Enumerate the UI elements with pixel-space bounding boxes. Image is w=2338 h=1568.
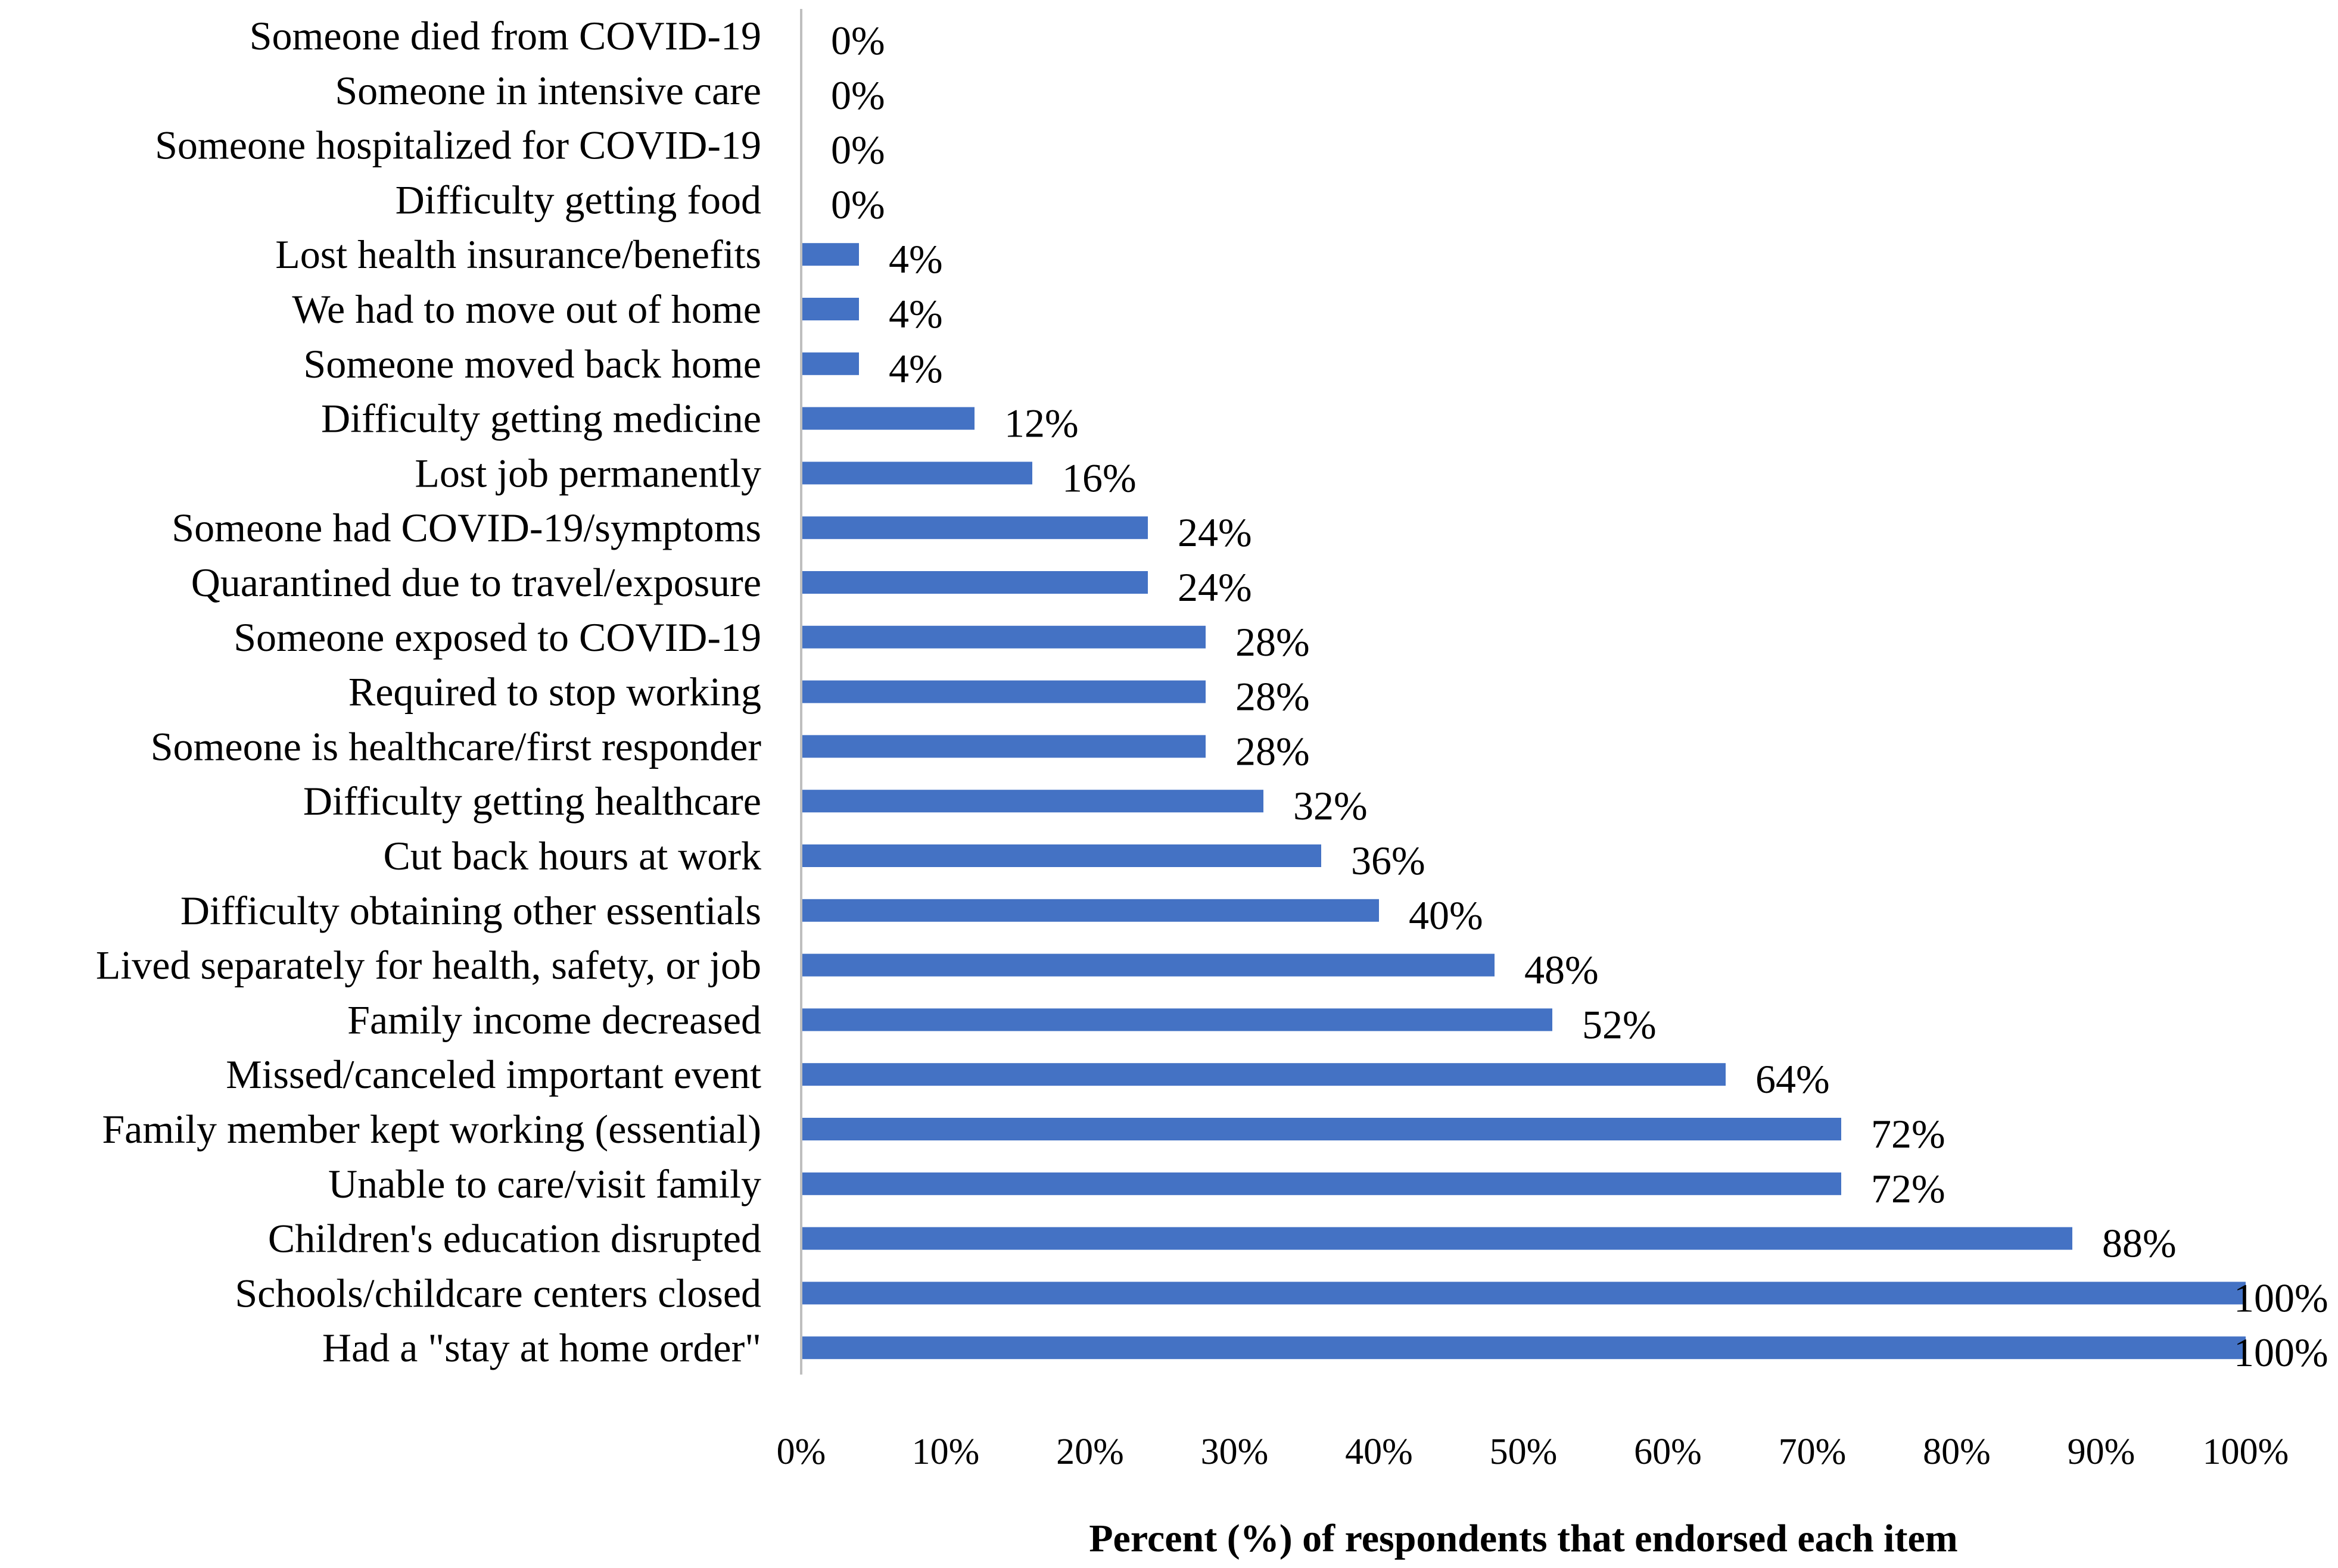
bar-17	[801, 899, 1379, 922]
x-tick-label: 70%	[1779, 1432, 1847, 1472]
category-label: Quarantined due to travel/exposure	[191, 560, 761, 605]
bar-7	[801, 352, 859, 375]
value-label: 64%	[1755, 1056, 1830, 1102]
category-labels: Someone died from COVID-19 Someone in int…	[96, 13, 762, 1370]
bar-16	[801, 844, 1321, 867]
bar-14	[801, 735, 1206, 758]
bar-8	[801, 407, 975, 430]
bar-19	[801, 1008, 1552, 1031]
value-label: 0%	[831, 18, 885, 63]
value-label: 28%	[1235, 728, 1310, 774]
bar-9	[801, 462, 1032, 485]
x-tick-label: 100%	[2203, 1432, 2289, 1472]
x-tick-label: 50%	[1490, 1432, 1558, 1472]
bar-10	[801, 516, 1148, 540]
x-axis-ticks: 0% 10% 20% 30% 40% 50% 60% 70% 80% 90% 100%	[777, 1432, 2289, 1472]
bar-5	[801, 243, 859, 266]
bar-13	[801, 680, 1206, 703]
value-label: 100%	[2234, 1330, 2328, 1375]
value-labels: 0%0%0%0%4%4%4%12%16%24%24%28%28%28%32%36…	[831, 18, 2328, 1375]
category-label: Lived separately for health, safety, or …	[96, 943, 761, 988]
value-label: 4%	[889, 346, 943, 391]
category-label: Family member kept working (essential)	[102, 1106, 761, 1152]
category-label: Had a "stay at home order"	[322, 1325, 761, 1370]
category-label: Family income decreased	[347, 997, 761, 1042]
value-label: 48%	[1524, 947, 1599, 993]
value-label: 88%	[2102, 1221, 2177, 1266]
value-label: 40%	[1409, 893, 1483, 938]
x-tick-label: 20%	[1056, 1432, 1124, 1472]
value-label: 4%	[889, 236, 943, 282]
category-label: Someone in intensive care	[335, 68, 761, 113]
category-label: Difficulty getting healthcare	[303, 778, 761, 824]
value-label: 12%	[1004, 401, 1079, 446]
value-label: 28%	[1235, 619, 1310, 665]
bar-18	[801, 953, 1495, 977]
value-label: 16%	[1062, 455, 1137, 500]
category-label: Required to stop working	[348, 669, 761, 715]
bar-23	[801, 1227, 2072, 1250]
category-label: Someone died from COVID-19	[250, 13, 761, 58]
x-tick-label: 40%	[1345, 1432, 1413, 1472]
category-label: Difficulty getting food	[396, 177, 761, 222]
category-label: Children's education disrupted	[268, 1216, 761, 1261]
bar-22	[801, 1172, 1841, 1195]
bar-15	[801, 790, 1263, 813]
x-tick-label: 60%	[1634, 1432, 1702, 1472]
value-label: 52%	[1582, 1002, 1657, 1047]
value-label: 0%	[831, 182, 885, 227]
value-label: 72%	[1871, 1111, 1945, 1156]
bars-layer	[801, 243, 2246, 1360]
value-label: 100%	[2234, 1275, 2328, 1320]
category-label: Schools/childcare centers closed	[235, 1270, 761, 1316]
category-label: Missed/canceled important event	[226, 1052, 761, 1097]
value-label: 0%	[831, 73, 885, 118]
x-tick-label: 90%	[2068, 1432, 2135, 1472]
category-label: Lost health insurance/benefits	[275, 232, 761, 277]
bar-12	[801, 625, 1206, 649]
category-label: Someone had COVID-19/symptoms	[172, 505, 761, 550]
value-label: 32%	[1293, 783, 1368, 828]
category-label: Someone hospitalized for COVID-19	[155, 123, 761, 168]
bar-11	[801, 571, 1148, 594]
category-label: Difficulty obtaining other essentials	[180, 888, 761, 933]
bar-20	[801, 1063, 1726, 1086]
category-label: Unable to care/visit family	[328, 1161, 761, 1207]
bar-24	[801, 1282, 2246, 1305]
value-label: 24%	[1178, 510, 1252, 555]
x-tick-label: 30%	[1201, 1432, 1269, 1472]
x-tick-label: 0%	[777, 1432, 826, 1472]
category-label: Cut back hours at work	[383, 833, 761, 878]
x-tick-label: 80%	[1923, 1432, 1991, 1472]
value-label: 36%	[1351, 838, 1425, 883]
value-label: 4%	[889, 291, 943, 336]
category-label: Someone is healthcare/first responder	[151, 724, 762, 769]
category-label: Difficulty getting medicine	[321, 396, 761, 441]
bar-21	[801, 1118, 1841, 1140]
category-label: Lost job permanently	[415, 450, 761, 495]
bar-6	[801, 298, 859, 320]
value-label: 24%	[1178, 565, 1252, 610]
x-axis-title: Percent (%) of respondents that endorsed…	[1089, 1517, 1958, 1560]
value-label: 28%	[1235, 674, 1310, 719]
category-label: Someone exposed to COVID-19	[234, 615, 761, 660]
category-label: We had to move out of home	[292, 286, 761, 332]
category-label: Someone moved back home	[303, 341, 761, 386]
x-tick-label: 10%	[912, 1432, 980, 1472]
value-label: 72%	[1871, 1166, 1945, 1211]
value-label: 0%	[831, 127, 885, 173]
bar-25	[801, 1336, 2246, 1360]
